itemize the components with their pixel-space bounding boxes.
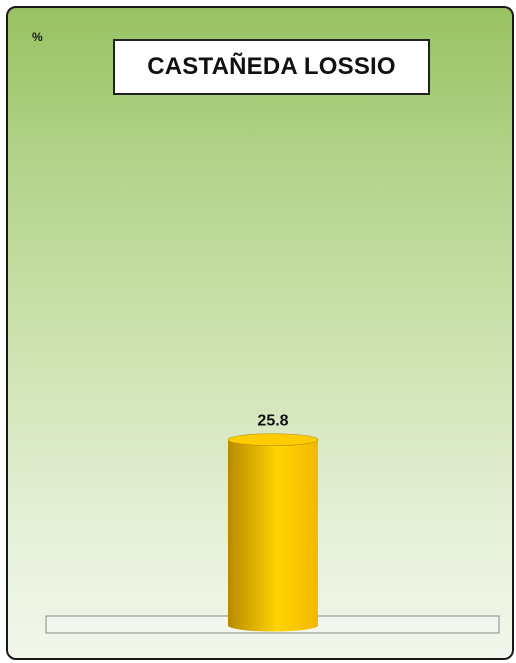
bar-0-top (227, 433, 319, 447)
data-label-0: 25.8 (257, 413, 288, 430)
y-axis-unit-label: % (32, 30, 43, 44)
chart-title-box: CASTAÑEDA LOSSIO (113, 39, 430, 95)
chart-frame: % CASTAÑEDA LOSSIO 25.8 (6, 6, 514, 660)
bar-0 (228, 439, 318, 632)
chart-plot: 25.8 (45, 413, 500, 634)
chart-title: CASTAÑEDA LOSSIO (147, 53, 396, 80)
